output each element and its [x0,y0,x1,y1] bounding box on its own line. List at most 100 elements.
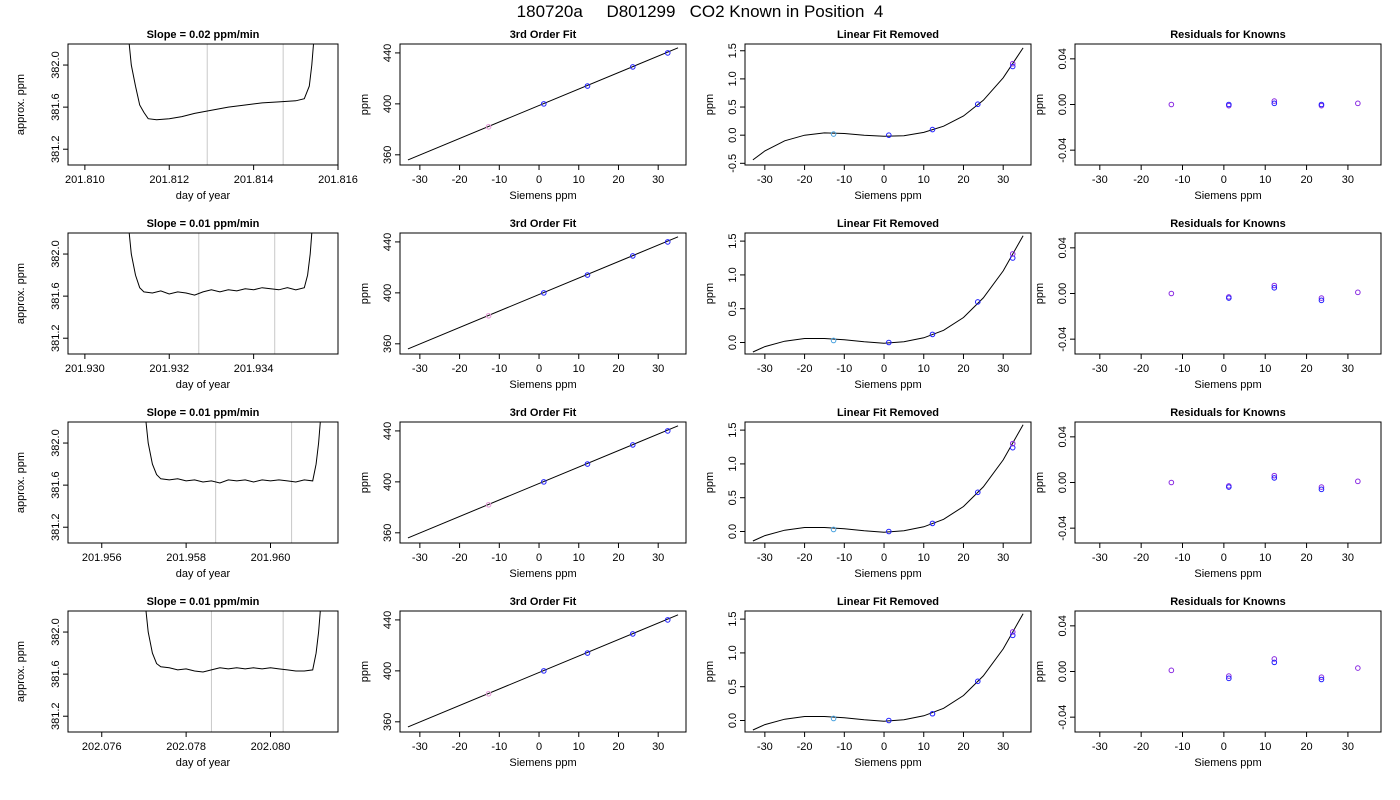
data-point [1168,101,1175,108]
plot-frame [744,43,1032,166]
x-tick-label: -20 [797,741,813,753]
chart-title: 3rd Order Fit [510,218,577,230]
chart-title: Linear Fit Removed [837,29,939,41]
plot-data [407,614,679,728]
data-point [1168,290,1175,297]
x-axis-label: Siemens ppm [854,190,921,202]
chart-title: Residuals for Knowns [1170,218,1286,230]
data-point [885,528,892,535]
x-tick-label: 20 [1300,174,1312,186]
y-tick-label: 0.0 [727,128,739,143]
y-axis-label: ppm [1034,94,1046,115]
data-point [929,710,936,717]
data-point [929,520,936,527]
data-point [1226,484,1232,490]
x-tick-label: 10 [1259,552,1271,564]
x-tick-label: -20 [1133,174,1149,186]
x-tick-label: -30 [757,363,773,375]
data-point [485,123,492,130]
fit-line [407,236,679,350]
data-point [1009,632,1016,639]
x-tick-label: 0 [1221,552,1227,564]
x-tick-label: 30 [652,174,664,186]
data-point [1318,101,1325,108]
x-tick-label: 10 [573,552,585,564]
x-tick-label: 201.956 [82,552,122,564]
x-axis-label: Siemens ppm [509,757,576,769]
y-axis-label: ppm [1034,661,1046,682]
y-axis-label: ppm [359,472,371,493]
fit-curve [752,613,1024,731]
chart-title: Residuals for Knowns [1170,596,1286,608]
data-point [830,715,837,722]
data-point [1226,673,1232,679]
data-point [629,442,636,448]
x-tick-label: 201.934 [234,363,274,375]
chart-title: 3rd Order Fit [510,596,577,608]
data-point [1271,100,1278,107]
x-tick-label: 202.080 [251,741,291,753]
chart-panel-2-3: Residuals for Knowns -30 -20 -10 0 10 20 30 -0.0… [1034,407,1382,580]
plot-data [752,47,1024,161]
y-tick-label: 0.04 [1057,48,1069,69]
x-tick-label: 0 [881,552,887,564]
data-point [629,64,636,70]
chart-panel-1-2: Linear Fit Removed -30 -20 -10 0 10 20 30 0.0 0.5… [704,218,1032,391]
data-point [974,678,981,685]
x-axis-label: Siemens ppm [1194,379,1261,391]
y-tick-label: 440 [382,422,394,440]
x-tick-label: 0 [536,363,542,375]
data-point [1226,675,1232,682]
x-tick-label: 201.960 [251,552,291,564]
chart-title: Residuals for Knowns [1170,29,1286,41]
x-tick-label: 10 [1259,363,1271,375]
data-point [1009,60,1016,67]
chart-panel-2-2: Linear Fit Removed -30 -20 -10 0 10 20 30 0.0 0.5… [704,407,1032,580]
plot-data [1168,472,1361,493]
y-axis-label: ppm [359,94,371,115]
y-axis-label: ppm [704,94,716,115]
x-tick-label: 30 [997,363,1009,375]
chart-panel-3-1: 3rd Order Fit -30 -20 -10 0 10 20 30 360 400 440 Si… [359,596,687,769]
plot-data [1168,656,1361,683]
chart-title: Slope = 0.01 ppm/min [147,596,260,608]
data-point [929,331,936,338]
x-tick-label: 201.930 [65,363,105,375]
x-tick-label: -20 [1133,363,1149,375]
y-tick-label: 381.2 [50,135,62,163]
data-point [1009,251,1016,257]
y-tick-label: 381.6 [50,282,62,310]
x-tick-label: 20 [612,741,624,753]
x-tick-label: -30 [757,174,773,186]
data-series-line [128,44,314,121]
x-axis-label: Siemens ppm [1194,568,1261,580]
x-tick-label: -10 [836,174,852,186]
data-point [974,299,981,305]
x-tick-label: -10 [491,174,507,186]
y-tick-label: 440 [382,44,394,62]
data-point [1168,479,1175,486]
data-point [540,101,547,107]
plot-data [752,424,1024,542]
x-axis-label: Siemens ppm [1194,190,1261,202]
data-point [885,132,892,138]
x-tick-label: 30 [652,363,664,375]
chart-panel-1-1: 3rd Order Fit -30 -20 -10 0 10 20 30 360 400 440 Si… [359,218,687,391]
y-tick-label: 0.04 [1057,237,1069,258]
x-tick-label: 10 [918,741,930,753]
y-tick-label: 0.5 [727,490,739,505]
chart-panel-0-2: Linear Fit Removed -30 -20 -10 0 10 20 30 -0.5 0.… [704,29,1032,202]
y-tick-label: 382.0 [50,240,62,268]
chart-panel-2-0: Slope = 0.01 ppm/min 201.956 201.958 201.96… [15,407,339,580]
chart-panel-3-2: Linear Fit Removed -30 -20 -10 0 10 20 30 0.0 0.5… [704,596,1032,769]
data-point [540,290,547,296]
x-tick-label: 20 [1300,363,1312,375]
x-tick-label: 0 [1221,741,1227,753]
y-axis-label: ppm [704,472,716,493]
data-point [1271,659,1278,666]
fit-line [407,47,679,161]
x-tick-label: 20 [612,174,624,186]
y-tick-label: 360 [382,335,394,353]
x-tick-label: 0 [881,174,887,186]
fit-curve [752,235,1024,353]
